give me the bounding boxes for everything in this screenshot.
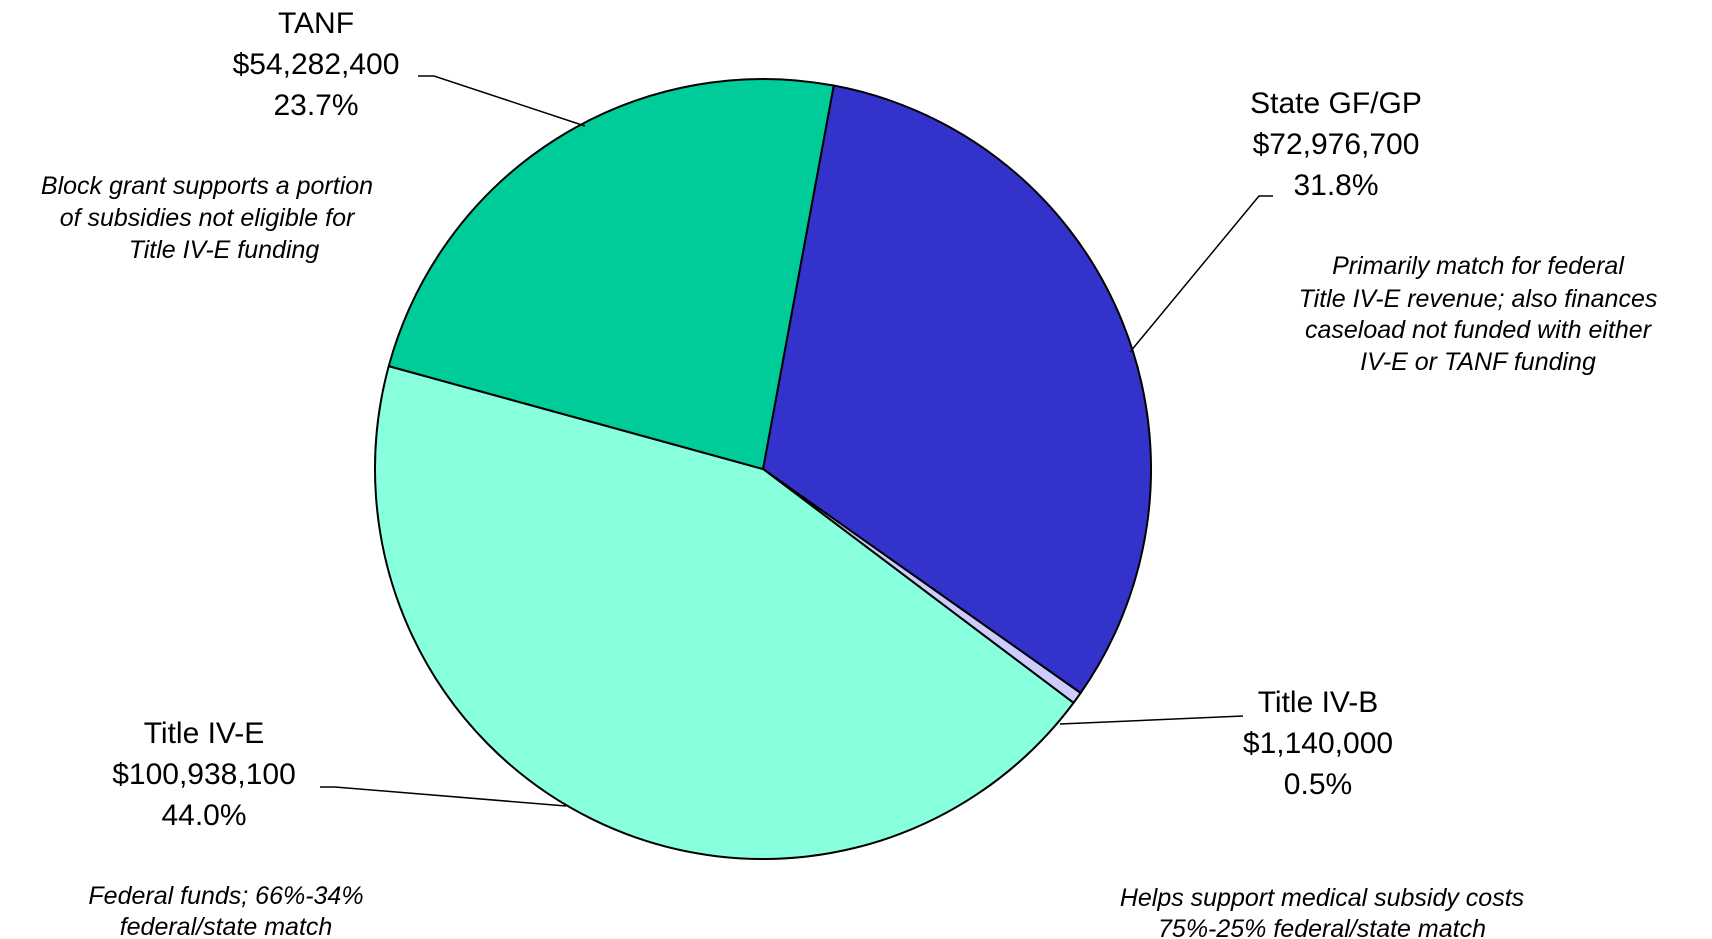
- label-state-gf-gp-amount: $72,976,700: [1253, 128, 1420, 161]
- note-tanf-line-3: Title IV-E funding: [129, 236, 320, 264]
- note-state-gf-gp-line-1: Primarily match for federal: [1332, 252, 1625, 280]
- pie-slice-tanf: [387, 78, 835, 470]
- label-title-iv-e-percent: 44.0%: [161, 799, 246, 832]
- label-title-iv-e-amount: $100,938,100: [112, 758, 296, 791]
- label-title-iv-b-name: Title IV-B: [1258, 686, 1379, 719]
- pie-slice-state-gf-gp: [762, 84, 1152, 694]
- label-tanf-name: TANF: [278, 7, 354, 40]
- note-state-gf-gp-line-4: IV-E or TANF funding: [1360, 348, 1596, 376]
- note-tanf-line-2: of subsidies not eligible for: [60, 204, 356, 232]
- note-title-iv-e-line-2: federal/state match: [120, 913, 333, 939]
- leader-line-title-iv-b: [1059, 715, 1244, 725]
- note-title-iv-b-line-1: Helps support medical subsidy costs: [1120, 884, 1524, 912]
- note-state-gf-gp-line-2: Title IV-E revenue; also finances: [1299, 285, 1658, 313]
- label-tanf-percent: 23.7%: [273, 89, 358, 122]
- leader-line-title-iv-e: [320, 786, 567, 807]
- label-title-iv-b-percent: 0.5%: [1284, 768, 1352, 801]
- label-tanf-amount: $54,282,400: [233, 48, 400, 81]
- label-title-iv-b-amount: $1,140,000: [1243, 727, 1393, 760]
- note-title-iv-e-line-1: Federal funds; 66%-34%: [88, 882, 363, 910]
- label-state-gf-gp-percent: 31.8%: [1293, 169, 1378, 202]
- note-tanf-line-1: Block grant supports a portion: [41, 172, 373, 200]
- label-state-gf-gp-name: State GF/GP: [1250, 87, 1422, 120]
- label-title-iv-e-name: Title IV-E: [144, 717, 265, 750]
- pie-slices: [374, 78, 1152, 860]
- note-title-iv-b-line-2: 75%-25% federal/state match: [1158, 915, 1486, 939]
- pie-slice-title-iv-e: [374, 365, 1075, 860]
- leader-line-state-gf-gp: [1129, 195, 1273, 353]
- leader-line-tanf: [418, 75, 586, 127]
- note-state-gf-gp-line-3: caseload not funded with either: [1305, 316, 1653, 344]
